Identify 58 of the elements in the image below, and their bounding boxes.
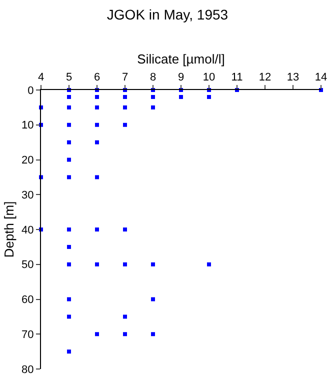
point bbox=[67, 94, 71, 99]
point bbox=[207, 262, 211, 266]
point bbox=[95, 175, 99, 180]
point bbox=[207, 94, 211, 99]
point bbox=[95, 94, 99, 99]
x-tick-label: 11 bbox=[231, 72, 243, 84]
point bbox=[67, 314, 71, 319]
x-tick-label: 5 bbox=[66, 72, 72, 84]
x-tick-label: 12 bbox=[258, 72, 272, 84]
point bbox=[123, 94, 127, 99]
point bbox=[123, 332, 127, 336]
point bbox=[95, 332, 99, 336]
point bbox=[95, 140, 99, 144]
y-tick-label: 50 bbox=[22, 259, 34, 272]
point bbox=[123, 228, 127, 232]
y-tick-label: 80 bbox=[22, 364, 34, 376]
point bbox=[67, 350, 71, 354]
point bbox=[95, 262, 99, 266]
point bbox=[67, 244, 71, 249]
point bbox=[123, 262, 127, 266]
y-tick-label: 0 bbox=[28, 84, 34, 97]
point bbox=[123, 122, 127, 127]
y-tick-label: 40 bbox=[22, 224, 34, 236]
x-tick-label: 13 bbox=[286, 72, 300, 84]
y-tick-label: 10 bbox=[22, 120, 34, 132]
point bbox=[151, 105, 155, 110]
y-tick-label: 60 bbox=[22, 294, 34, 306]
x-tick-label: 10 bbox=[202, 72, 216, 84]
point bbox=[67, 140, 71, 144]
x-axis-title: Silicate [µmol/l] bbox=[137, 52, 225, 67]
point bbox=[151, 262, 155, 266]
point bbox=[67, 122, 71, 127]
point bbox=[95, 122, 99, 127]
x-tick-label: 14 bbox=[314, 72, 328, 84]
chart-title: JGOK in May, 1953 bbox=[106, 6, 228, 22]
x-tick-label: 7 bbox=[122, 72, 128, 84]
point bbox=[67, 105, 71, 110]
point bbox=[67, 228, 71, 232]
y-axis-title: Depth [m] bbox=[2, 201, 16, 258]
point bbox=[151, 332, 155, 336]
point bbox=[67, 175, 71, 180]
x-tick-label: 4 bbox=[38, 72, 44, 84]
point bbox=[67, 262, 71, 266]
point bbox=[179, 94, 183, 99]
point bbox=[123, 105, 127, 110]
y-tick-label: 30 bbox=[22, 189, 34, 202]
x-tick-label: 9 bbox=[178, 72, 184, 84]
y-tick-label: 20 bbox=[22, 154, 34, 167]
point bbox=[67, 297, 71, 302]
y-tick-label: 70 bbox=[22, 328, 34, 341]
point bbox=[67, 158, 71, 162]
point bbox=[95, 228, 99, 232]
point bbox=[95, 105, 99, 110]
point bbox=[123, 314, 127, 319]
x-tick-label: 6 bbox=[94, 72, 100, 84]
point bbox=[151, 94, 155, 99]
x-tick-label: 8 bbox=[150, 72, 156, 84]
point bbox=[151, 297, 155, 302]
